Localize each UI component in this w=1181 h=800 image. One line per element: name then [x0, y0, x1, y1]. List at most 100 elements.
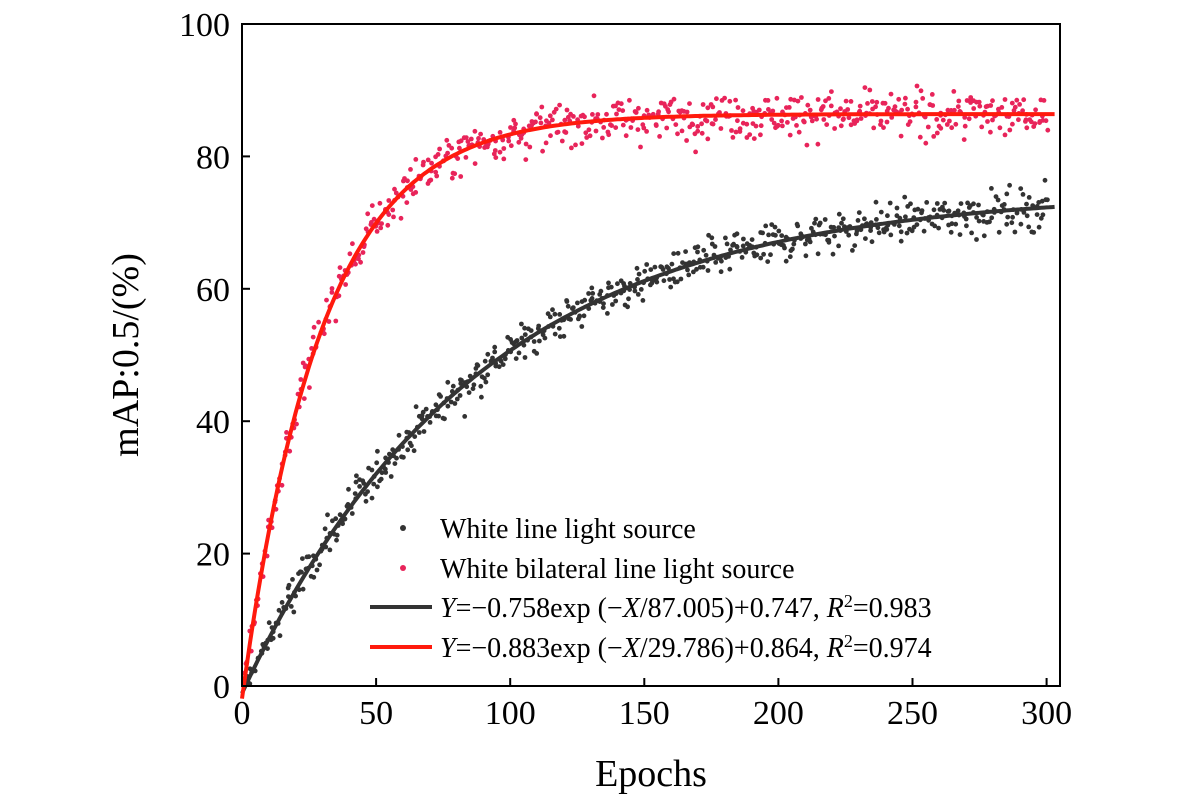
- scatter-point-series-1: [377, 200, 383, 206]
- scatter-point-series-0: [869, 239, 875, 245]
- scatter-point-series-0: [300, 586, 306, 592]
- scatter-point-series-0: [482, 358, 488, 364]
- scatter-point-series-0: [500, 362, 506, 367]
- scatter-point-series-0: [306, 554, 312, 560]
- scatter-point-series-1: [284, 430, 289, 435]
- scatter-point-series-1: [537, 115, 543, 121]
- scatter-point-series-0: [454, 396, 460, 402]
- scatter-point-series-1: [307, 385, 312, 390]
- scatter-point-series-0: [601, 301, 606, 306]
- x-tick-label-150: 150: [619, 695, 670, 732]
- scatter-point-series-0: [974, 237, 979, 242]
- scatter-point-series-1: [956, 98, 962, 104]
- scatter-point-series-1: [966, 116, 972, 122]
- scatter-point-series-1: [463, 135, 469, 141]
- scatter-point-series-0: [941, 207, 947, 213]
- scatter-point-series-0: [873, 199, 879, 205]
- scatter-point-series-1: [801, 119, 807, 125]
- fit-line-series-2: [240, 204, 1055, 695]
- scatter-point-series-0: [783, 258, 789, 264]
- scatter-point-series-1: [952, 107, 957, 113]
- scatter-point-series-0: [836, 211, 842, 217]
- scatter-point-series-1: [425, 157, 431, 163]
- scatter-point-series-1: [435, 152, 441, 157]
- scatter-point-series-1: [550, 117, 555, 123]
- scatter-point-series-1: [569, 145, 574, 151]
- scatter-point-series-1: [729, 128, 734, 133]
- scatter-point-series-0: [325, 512, 330, 518]
- scatter-point-series-1: [925, 124, 931, 130]
- scatter-point-series-0: [354, 473, 359, 479]
- scatter-point-series-1: [533, 119, 538, 125]
- scatter-point-series-1: [751, 136, 757, 142]
- scatter-point-series-1: [944, 122, 950, 127]
- scatter-point-series-1: [310, 334, 316, 340]
- plot-frame: [241, 23, 1061, 687]
- scatter-point-series-1: [832, 126, 837, 131]
- scatter-point-series-1: [799, 95, 804, 100]
- scatter-point-series-1: [854, 117, 860, 123]
- scatter-point-series-0: [701, 247, 707, 253]
- scatter-point-series-0: [369, 467, 375, 473]
- scatter-point-series-0: [661, 278, 667, 284]
- scatter-point-series-0: [1040, 212, 1046, 218]
- scatter-point-series-0: [685, 267, 690, 273]
- scatter-point-series-0: [457, 393, 463, 398]
- scatter-point-series-0: [976, 218, 982, 224]
- legend-label-red-fit: Y=−0.883exp (−X/29.786)+0.864, R2=0.974: [440, 631, 932, 664]
- scatter-point-series-0: [352, 491, 358, 496]
- scatter-point-series-1: [826, 96, 832, 101]
- scatter-point-series-1: [350, 241, 355, 247]
- scatter-point-series-0: [445, 403, 451, 409]
- scatter-point-series-0: [1024, 213, 1030, 219]
- scatter-point-series-1: [393, 190, 399, 196]
- axes: 0 50 100 150 200 250 300 0 20 40 60 80 100: [179, 7, 1072, 732]
- scatter-point-series-1: [472, 161, 478, 167]
- scatter-point-series-1: [571, 114, 576, 119]
- scatter-point-series-0: [337, 512, 343, 518]
- scatter-point-series-0: [490, 355, 495, 361]
- scatter-point-series-0: [379, 470, 385, 476]
- scatter-point-series-1: [582, 114, 587, 120]
- scatter-point-series-0: [989, 215, 995, 221]
- scatter-point-series-0: [470, 386, 476, 392]
- scatter-point-series-1: [878, 122, 883, 127]
- scatter-point-series-1: [815, 141, 821, 147]
- scatter-point-series-1: [785, 120, 790, 125]
- scatter-point-series-1: [421, 159, 426, 165]
- scatter-point-series-1: [534, 111, 539, 117]
- scatter-point-series-1: [824, 122, 830, 127]
- scatter-point-series-1: [583, 130, 589, 136]
- scatter-point-series-0: [479, 374, 485, 380]
- scatter-point-series-1: [523, 141, 529, 147]
- scatter-point-series-0: [768, 252, 773, 258]
- scatter-point-series-0: [734, 231, 740, 237]
- scatter-point-series-0: [635, 277, 640, 282]
- scatter-point-series-0: [856, 210, 862, 216]
- scatter-point-series-0: [450, 383, 456, 389]
- scatter-point-series-1: [780, 123, 785, 129]
- scatter-point-series-0: [652, 264, 658, 270]
- scatter-point-series-0: [1026, 195, 1032, 200]
- scatter-point-series-1: [492, 148, 498, 153]
- scatter-point-series-1: [279, 482, 285, 488]
- scatter-point-series-1: [398, 215, 404, 221]
- scatter-point-series-1: [788, 96, 794, 102]
- scatter-point-series-0: [565, 303, 571, 309]
- scatter-point-series-1: [540, 148, 545, 154]
- scatter-point-series-1: [733, 129, 739, 135]
- scatter-point-series-0: [452, 401, 458, 406]
- scatter-point-series-0: [299, 569, 304, 575]
- scatter-point-series-1: [820, 104, 826, 109]
- scatter-point-series-0: [514, 338, 520, 343]
- scatter-point-series-0: [586, 291, 591, 296]
- scatter-point-series-0: [552, 331, 558, 337]
- scatter-point-series-0: [887, 200, 893, 206]
- scatter-point-series-1: [821, 117, 827, 122]
- scatter-point-series-1: [857, 103, 863, 109]
- scatter-point-series-1: [892, 104, 898, 110]
- scatter-point-series-0: [600, 305, 606, 310]
- scatter-point-series-0: [863, 236, 868, 242]
- scatter-point-series-0: [936, 225, 941, 231]
- scatter-point-series-1: [920, 96, 926, 101]
